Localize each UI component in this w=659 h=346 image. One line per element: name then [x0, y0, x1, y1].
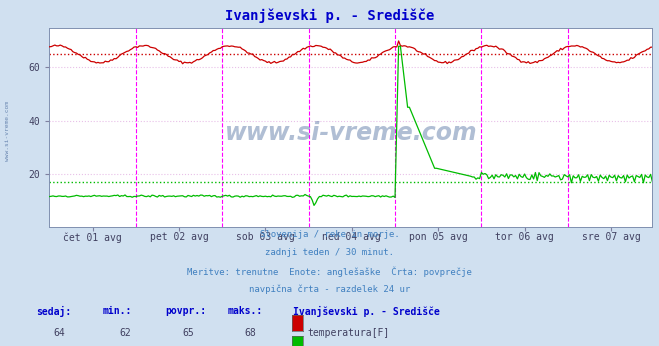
Text: 68: 68 — [244, 328, 256, 338]
Text: povpr.:: povpr.: — [165, 306, 206, 316]
Text: temperatura[F]: temperatura[F] — [308, 328, 390, 338]
Text: zadnji teden / 30 minut.: zadnji teden / 30 minut. — [265, 248, 394, 257]
Text: www.si-vreme.com: www.si-vreme.com — [225, 121, 477, 145]
Text: min.:: min.: — [102, 306, 132, 316]
Text: 64: 64 — [53, 328, 65, 338]
Text: maks.:: maks.: — [227, 306, 262, 316]
Text: Slovenija / reke in morje.: Slovenija / reke in morje. — [260, 230, 399, 239]
Text: 65: 65 — [182, 328, 194, 338]
Text: www.si-vreme.com: www.si-vreme.com — [5, 101, 11, 162]
Text: Ivanjševski p. - Središče: Ivanjševski p. - Središče — [293, 306, 440, 317]
Text: 62: 62 — [119, 328, 131, 338]
Text: sedaj:: sedaj: — [36, 306, 71, 317]
Text: navpična črta - razdelek 24 ur: navpična črta - razdelek 24 ur — [249, 284, 410, 293]
Text: Ivanjševski p. - Središče: Ivanjševski p. - Središče — [225, 9, 434, 23]
Text: Meritve: trenutne  Enote: anglešaške  Črta: povprečje: Meritve: trenutne Enote: anglešaške Črta… — [187, 266, 472, 276]
